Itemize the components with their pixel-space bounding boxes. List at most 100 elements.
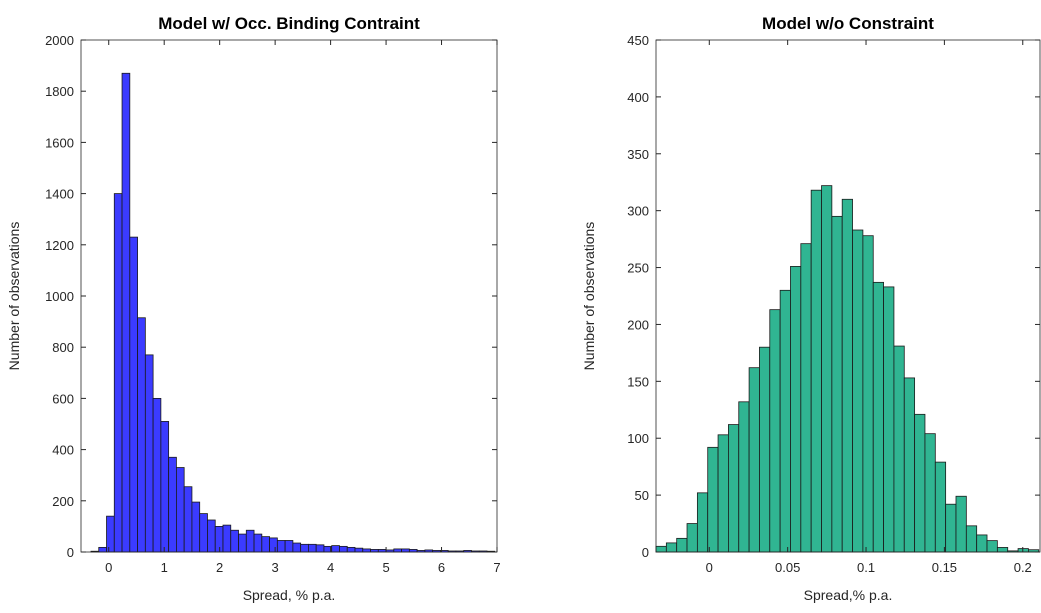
x-tick-label: 0.05 — [775, 560, 800, 575]
x-axis-label: Spread, % p.a. — [243, 587, 336, 603]
bar — [790, 266, 802, 553]
bar — [665, 542, 678, 553]
y-tick-label: 1400 — [45, 187, 74, 202]
bar — [401, 548, 410, 553]
y-tick-label: 450 — [627, 33, 649, 48]
bar — [176, 467, 185, 553]
x-tick-label: 4 — [327, 560, 334, 575]
bar — [779, 289, 791, 553]
bar — [862, 235, 874, 553]
bar — [214, 526, 224, 553]
bar — [748, 367, 760, 553]
y-tick-label: 200 — [52, 494, 74, 509]
bar — [230, 529, 239, 553]
x-tick-label: 0.15 — [932, 560, 957, 575]
bar — [893, 345, 905, 553]
y-tick-label: 600 — [52, 391, 74, 406]
bar — [261, 536, 270, 553]
y-tick-label: 1200 — [45, 238, 74, 253]
bar — [800, 243, 812, 553]
bar — [144, 354, 154, 553]
y-tick-label: 350 — [627, 147, 649, 162]
bar — [98, 546, 107, 553]
y-axis-label: Number of observations — [581, 222, 597, 371]
bar — [934, 461, 947, 553]
bar — [676, 537, 688, 553]
y-tick-label: 250 — [627, 261, 649, 276]
bar — [183, 486, 193, 553]
bar — [728, 424, 740, 553]
bar — [113, 193, 123, 553]
bar — [821, 185, 833, 553]
bar — [191, 501, 201, 553]
bar — [707, 446, 719, 553]
y-tick-label: 2000 — [45, 33, 74, 48]
y-tick-label: 300 — [627, 204, 649, 219]
bar — [238, 533, 247, 553]
bar — [346, 546, 356, 553]
bar — [276, 540, 286, 553]
y-tick-label: 400 — [52, 443, 74, 458]
x-tick-label: 6 — [438, 560, 445, 575]
x-tick-label: 5 — [382, 560, 389, 575]
bar — [315, 544, 325, 553]
y-tick-label: 1800 — [45, 84, 74, 99]
bar — [137, 317, 146, 553]
bar — [903, 377, 916, 553]
bar — [339, 545, 348, 553]
bar — [924, 433, 936, 553]
x-tick-label: 7 — [493, 560, 500, 575]
bar — [152, 397, 162, 553]
bar — [207, 519, 216, 553]
bar — [308, 543, 317, 553]
bar — [160, 421, 170, 553]
bar — [222, 524, 232, 553]
bar — [696, 492, 709, 553]
x-tick-label: 2 — [216, 560, 223, 575]
bar — [655, 545, 667, 553]
chart-title: Model w/ Occ. Binding Contraint — [158, 14, 420, 33]
x-tick-label: 0 — [105, 560, 112, 575]
bar — [245, 529, 255, 553]
bar — [686, 523, 698, 553]
bar — [914, 413, 926, 553]
y-tick-label: 1000 — [45, 289, 74, 304]
bar — [362, 548, 371, 553]
bar — [106, 515, 115, 553]
bar — [759, 346, 771, 553]
bar — [831, 215, 843, 553]
y-tick-label: 800 — [52, 340, 74, 355]
bar — [738, 401, 750, 553]
bar — [284, 540, 294, 553]
bar — [965, 525, 978, 553]
bar — [852, 229, 864, 553]
bar — [976, 534, 988, 553]
bar — [986, 540, 998, 553]
x-axis-label: Spread,% p.a. — [804, 587, 893, 603]
bar — [841, 198, 853, 553]
bar — [269, 537, 278, 553]
y-axis-label: Number of observations — [6, 222, 22, 371]
bar — [331, 545, 340, 553]
bar — [810, 189, 822, 553]
y-tick-label: 1600 — [45, 135, 74, 150]
bar — [996, 547, 1009, 553]
bar — [168, 456, 177, 553]
bar — [253, 533, 263, 553]
x-tick-label: 1 — [161, 560, 168, 575]
y-tick-label: 150 — [627, 374, 649, 389]
bar — [945, 503, 957, 553]
y-tick-label: 0 — [67, 545, 74, 560]
bar — [393, 548, 402, 553]
y-tick-label: 50 — [635, 488, 649, 503]
x-tick-label: 0 — [706, 560, 713, 575]
bar — [872, 281, 884, 553]
y-tick-label: 200 — [627, 317, 649, 332]
y-tick-label: 0 — [642, 545, 649, 560]
x-tick-label: 3 — [272, 560, 279, 575]
plot-frame — [655, 39, 1041, 553]
bar — [121, 72, 131, 553]
bar — [300, 543, 309, 553]
bar — [955, 495, 967, 553]
